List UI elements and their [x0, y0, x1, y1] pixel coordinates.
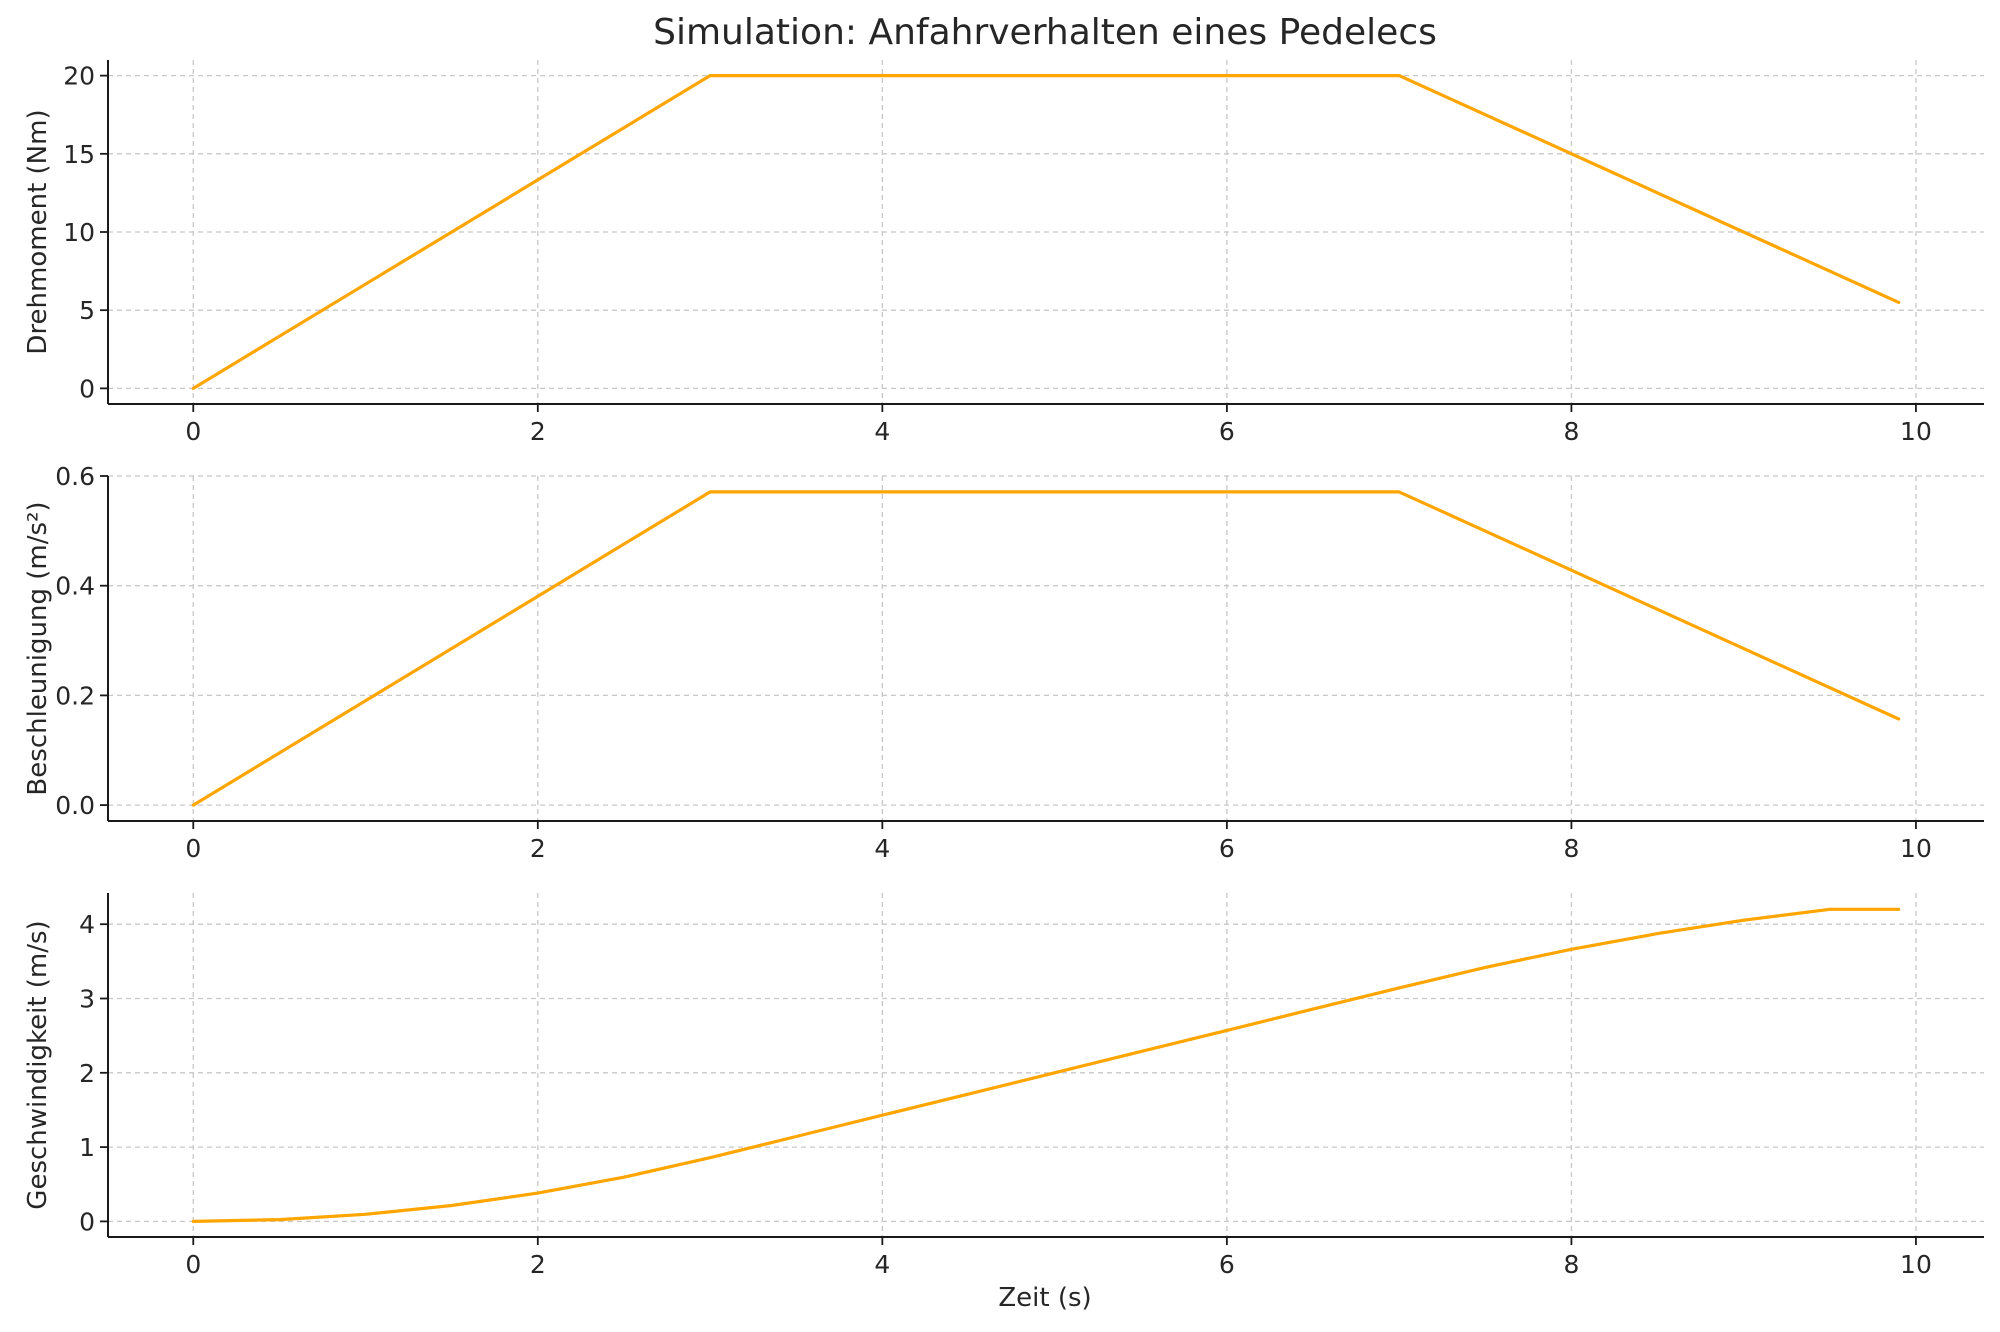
x-tick-label: 2: [530, 1250, 546, 1279]
x-tick-label: 6: [1219, 417, 1235, 446]
x-tick-label: 2: [530, 834, 546, 863]
y-tick-label: 5: [79, 296, 95, 325]
chart-title: Simulation: Anfahrverhalten eines Pedele…: [653, 12, 1437, 53]
y-tick-label: 2: [79, 1059, 95, 1088]
x-tick-label: 10: [1900, 834, 1932, 863]
x-tick-label: 8: [1563, 834, 1579, 863]
y-tick-label: 1: [79, 1133, 95, 1162]
y-axis-label: Drehmoment (Nm): [23, 109, 53, 354]
x-tick-label: 6: [1219, 834, 1235, 863]
x-tick-label: 2: [530, 417, 546, 446]
x-tick-label: 8: [1563, 1250, 1579, 1279]
y-tick-label: 10: [63, 218, 95, 247]
series-line: [191, 73, 1901, 390]
series-line: [191, 490, 1901, 807]
y-tick-label: 0.4: [55, 572, 95, 601]
series-line: [191, 907, 1901, 1224]
y-tick-label: 4: [79, 910, 95, 939]
x-tick-label: 4: [874, 1250, 890, 1279]
y-tick-label: 15: [63, 140, 95, 169]
x-tick-label: 10: [1900, 417, 1932, 446]
y-tick-label: 0.2: [55, 681, 95, 710]
x-tick-label: 6: [1219, 1250, 1235, 1279]
x-tick-label: 4: [874, 417, 890, 446]
panel-1: 0 2 4 6 8 10 0 5 10 15 20 Drehmoment (Nm): [23, 60, 1984, 446]
y-tick-label: 0: [79, 1207, 95, 1236]
y-axis-label: Geschwindigkeit (m/s): [23, 920, 53, 1209]
y-tick-label: 0.0: [55, 791, 95, 820]
x-tick-label: 0: [185, 1250, 201, 1279]
x-tick-label: 8: [1563, 417, 1579, 446]
y-tick-label: 0: [79, 374, 95, 403]
x-tick-label: 4: [874, 834, 890, 863]
y-tick-label: 3: [79, 985, 95, 1014]
y-tick-label: 0.6: [55, 462, 95, 491]
y-axis-label: Beschleunigung (m/s²): [23, 501, 53, 795]
panel-3: 0 2 4 6 8 10 0 1 2 3 4 Geschwindigkeit (m/s): [23, 893, 1984, 1279]
x-axis-label: Zeit (s): [998, 1283, 1091, 1313]
y-tick-label: 20: [63, 62, 95, 91]
x-tick-label: 10: [1900, 1250, 1932, 1279]
x-tick-label: 0: [185, 417, 201, 446]
x-tick-label: 0: [185, 834, 201, 863]
